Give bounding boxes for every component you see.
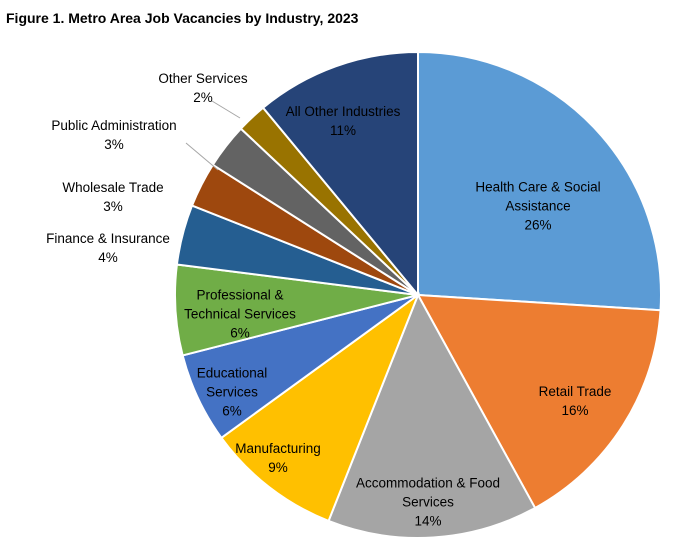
slice-label: Public Administration 3%	[51, 116, 176, 154]
slice-label: Accommodation & Food Services 14%	[356, 474, 500, 531]
slice-label: Health Care & Social Assistance 26%	[475, 178, 600, 235]
leader-line	[185, 142, 219, 171]
slice-label-text: Retail Trade	[538, 384, 612, 399]
pie-slice-retail-trade	[416, 293, 662, 510]
slice-label-text: Other Services	[158, 71, 248, 86]
chart-title: Figure 1. Metro Area Job Vacancies by In…	[6, 10, 359, 26]
slice-label-text: Educational	[196, 365, 268, 381]
slice-label: Educational Services 6%	[197, 364, 268, 421]
slice-label-text: Finance & Insurance	[46, 231, 170, 246]
slice-label: Other Services 2%	[158, 69, 247, 107]
slice-label: All Other Industries 11%	[286, 102, 401, 140]
pie-slice-manufacturing	[220, 292, 421, 523]
slice-label-text: Professional &	[196, 287, 284, 303]
slice-percent: 6%	[222, 403, 242, 419]
slice-label-text: Manufacturing	[235, 441, 321, 456]
slice-label: Professional & Technical Services 6%	[184, 286, 296, 343]
slice-percent: 11%	[329, 123, 357, 138]
slice-label: Manufacturing 9%	[235, 439, 321, 477]
slice-percent: 9%	[268, 460, 288, 475]
slice-percent: 6%	[230, 325, 250, 341]
slice-percent: 2%	[193, 90, 213, 105]
slice-label-text: Public Administration	[51, 118, 177, 133]
slice-label: Retail Trade 16%	[539, 382, 612, 420]
slice-percent: 3%	[103, 199, 123, 214]
slice-percent: 14%	[414, 513, 442, 529]
pie-slice-accommodation-food-services	[327, 292, 537, 539]
slice-label-text: Services	[402, 494, 454, 510]
slice-percent: 4%	[98, 250, 118, 265]
pie-slice-all-other-industries	[261, 50, 419, 298]
slice-label-text: Wholesale Trade	[62, 180, 164, 195]
slice-percent: 16%	[561, 403, 589, 418]
pie-slice-health-care-social-assistance	[417, 50, 662, 312]
slice-label-text: All Other Industries	[285, 104, 401, 119]
slice-label: Finance & Insurance 4%	[46, 229, 170, 267]
slice-label: Wholesale Trade 3%	[62, 178, 163, 216]
slice-label-text: Services	[206, 384, 258, 400]
slice-percent: 3%	[104, 137, 124, 152]
slice-percent: 26%	[524, 217, 552, 233]
slice-label-text: Assistance	[505, 198, 571, 214]
leader-line	[211, 100, 241, 119]
slice-label-text: Technical Services	[184, 306, 296, 322]
slice-label-text: Health Care & Social	[475, 179, 601, 195]
slice-label-text: Accommodation & Food	[355, 475, 501, 491]
